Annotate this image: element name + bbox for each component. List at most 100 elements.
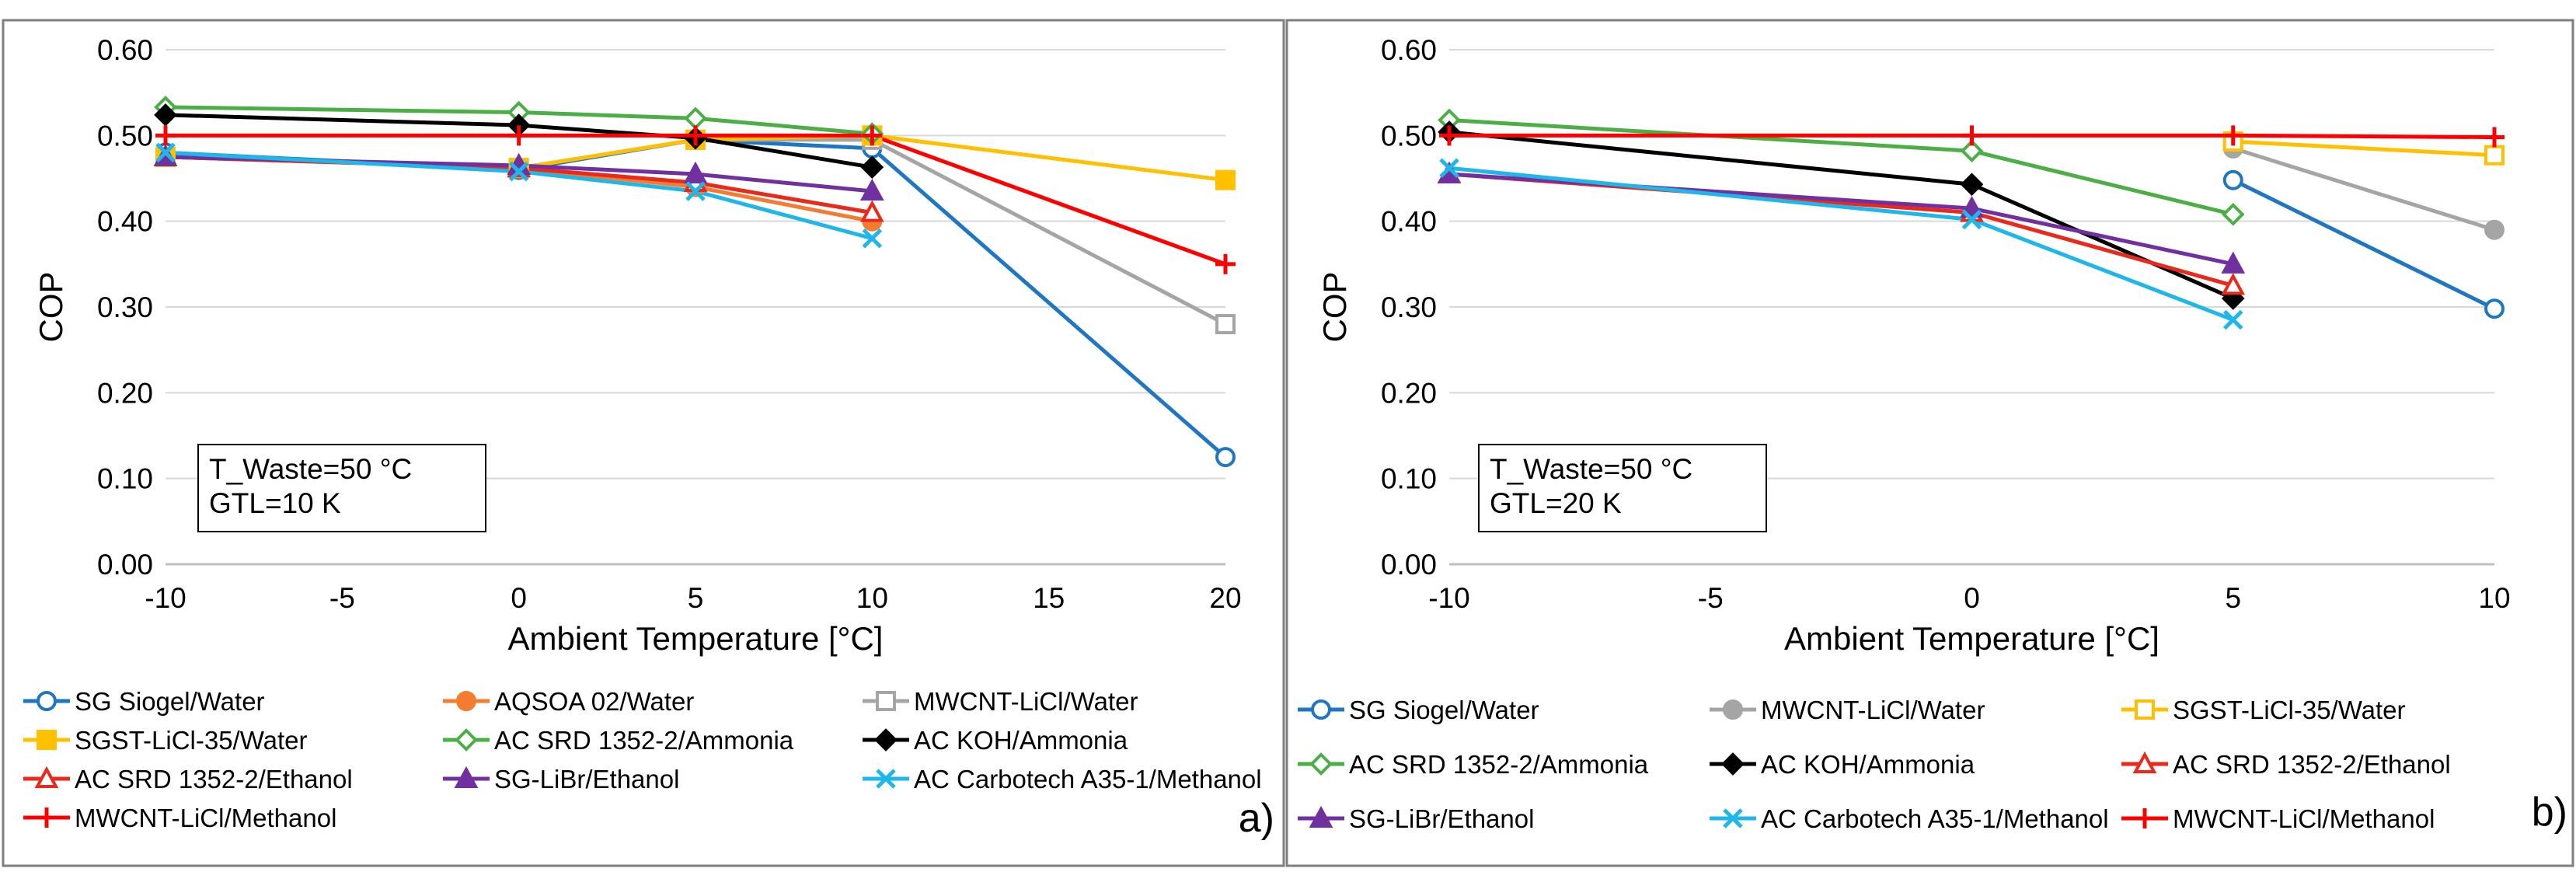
- y-tick-label: 0.30: [97, 291, 153, 323]
- data-point: [1960, 139, 1984, 163]
- panel-label: b): [2532, 790, 2567, 835]
- data-point: [685, 125, 706, 146]
- legend-label: AQSOA 02/Water: [494, 687, 694, 716]
- data-point: [1960, 173, 1984, 197]
- legend-label: SGST-LiCl-35/Water: [2173, 696, 2406, 724]
- series-line-mwcnt-licl-water: [2233, 146, 2495, 232]
- y-tick-label: 0.50: [97, 120, 153, 152]
- y-tick-label: 0.20: [1381, 377, 1437, 409]
- data-point: [2221, 273, 2246, 295]
- data-point: [685, 181, 706, 201]
- data-point: [1439, 125, 1459, 146]
- annotation-line: GTL=20 K: [1490, 487, 1622, 519]
- y-tick-label: 0.50: [1381, 120, 1437, 152]
- legend-marker: [37, 730, 57, 750]
- legend-label: AC Carbotech A35-1/Methanol: [914, 765, 1262, 794]
- y-axis-title: COP: [33, 271, 69, 342]
- legend-label: AC SRD 1352-2/Ammonia: [1349, 750, 1649, 779]
- data-point: [2484, 298, 2505, 319]
- x-tick-label: 0: [511, 582, 527, 614]
- x-axis-title: Ambient Temperature [°C]: [1784, 620, 2159, 657]
- legend-marker: [1723, 808, 1743, 828]
- x-tick-label: -5: [329, 582, 355, 614]
- series-line-ac-koh-ammonia: [165, 113, 873, 169]
- y-tick-label: 0.30: [1381, 291, 1437, 323]
- y-tick-label: 0.40: [97, 206, 153, 238]
- legend-label: MWCNT-LiCl/Water: [1761, 696, 1985, 724]
- x-tick-label: 10: [2478, 582, 2510, 614]
- y-tick-label: 0.40: [1381, 206, 1437, 238]
- y-tick-label: 0.10: [1381, 463, 1437, 495]
- legend-marker: [876, 691, 896, 711]
- y-tick-label: 0.00: [97, 549, 153, 581]
- x-tick-label: -10: [145, 582, 186, 614]
- x-tick-label: 5: [2225, 582, 2241, 614]
- annotation-box: [197, 444, 486, 532]
- x-tick-label: 20: [1209, 582, 1241, 614]
- data-point: [2484, 219, 2505, 240]
- data-point: [862, 228, 883, 249]
- series-line-mwcnt-licl-methanol: [1449, 133, 2495, 140]
- y-tick-label: 0.10: [97, 463, 153, 495]
- legend-marker: [1721, 752, 1745, 776]
- y-axis-title: COP: [1316, 271, 1353, 342]
- legend-marker: [1723, 699, 1743, 720]
- legend-marker: [34, 766, 59, 788]
- data-point: [155, 142, 176, 163]
- legend-label: AC SRD 1352-2/Ethanol: [2173, 750, 2451, 779]
- data-point: [2222, 169, 2243, 190]
- legend-label: MWCNT-LiCl/Methanol: [75, 804, 336, 832]
- data-point: [2222, 309, 2243, 330]
- series-line-sgst-licl-35-water: [2233, 139, 2495, 158]
- series-line-ac-carbotech-a35-1-methanol: [165, 150, 873, 241]
- data-point: [155, 125, 176, 146]
- data-point: [860, 155, 884, 179]
- y-tick-label: 0.20: [97, 377, 153, 409]
- annotation-line: GTL=10 K: [209, 487, 341, 519]
- data-point: [1439, 158, 1459, 179]
- legend-label: AC SRD 1352-2/Ethanol: [75, 765, 353, 794]
- data-point: [859, 178, 884, 201]
- legend-label: SG-LiBr/Ethanol: [1349, 804, 1534, 833]
- data-point: [1215, 253, 1236, 274]
- legend-marker: [454, 766, 479, 788]
- legend-label: SG Siogel/Water: [1349, 696, 1539, 724]
- data-point: [1961, 125, 1982, 146]
- legend-label: AC Carbotech A35-1/Methanol: [1761, 804, 2109, 833]
- data-point: [2221, 203, 2245, 226]
- legend-marker: [1311, 699, 1331, 720]
- legend-marker: [2135, 699, 2155, 720]
- legend-marker: [455, 728, 478, 752]
- legend-marker: [1309, 805, 1333, 828]
- data-point: [2222, 125, 2243, 146]
- legend-marker: [37, 691, 57, 711]
- legend-label: SG-LiBr/Ethanol: [494, 765, 679, 794]
- data-point: [1961, 209, 1982, 230]
- x-tick-label: 5: [688, 582, 704, 614]
- panel-a-border: [2, 19, 1285, 867]
- data-point: [1215, 169, 1236, 190]
- x-tick-label: -10: [1428, 582, 1469, 614]
- legend-label: MWCNT-LiCl/Water: [914, 687, 1138, 716]
- series-line-sg-siogel-water: [2232, 178, 2496, 311]
- annotation-box: [1478, 444, 1767, 532]
- x-tick-label: 10: [856, 582, 888, 614]
- legend-marker: [2135, 808, 2155, 828]
- legend-label: AC KOH/Ammonia: [914, 726, 1128, 755]
- annotation-line: T_Waste=50 °C: [1490, 453, 1692, 485]
- x-tick-label: 15: [1033, 582, 1065, 614]
- series-line-ac-srd-1352-2-ammonia: [165, 105, 873, 136]
- legend-label: SGST-LiCl-35/Water: [75, 726, 308, 755]
- annotation-line: T_Waste=50 °C: [209, 453, 412, 485]
- data-point: [2484, 127, 2505, 148]
- x-axis-title: Ambient Temperature [°C]: [508, 620, 884, 657]
- x-tick-label: 0: [1964, 582, 1980, 614]
- data-point: [508, 161, 529, 182]
- legend-marker: [876, 769, 896, 789]
- legend-label: MWCNT-LiCl/Methanol: [2173, 804, 2435, 833]
- x-tick-label: -5: [1698, 582, 1724, 614]
- y-tick-label: 0.60: [97, 34, 153, 66]
- legend-marker: [874, 728, 898, 752]
- data-point: [2484, 145, 2505, 166]
